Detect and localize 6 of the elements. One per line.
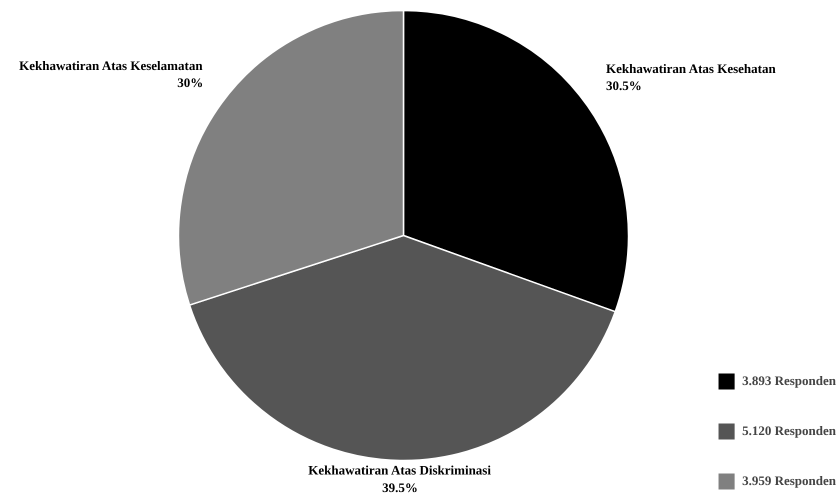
legend-label: 3.893 Responden	[742, 373, 836, 389]
data-label: Kekhawatiran Atas Kesehatan 30.5%	[606, 60, 776, 94]
legend-label: 5.120 Responden	[742, 423, 836, 439]
data-label: Kekhawatiran Atas Diskriminasi 39.5%	[308, 462, 492, 495]
legend-label: 3.959 Responden	[742, 473, 836, 489]
data-label: Kekhawatiran Atas Keselamatan 30%	[19, 58, 204, 90]
